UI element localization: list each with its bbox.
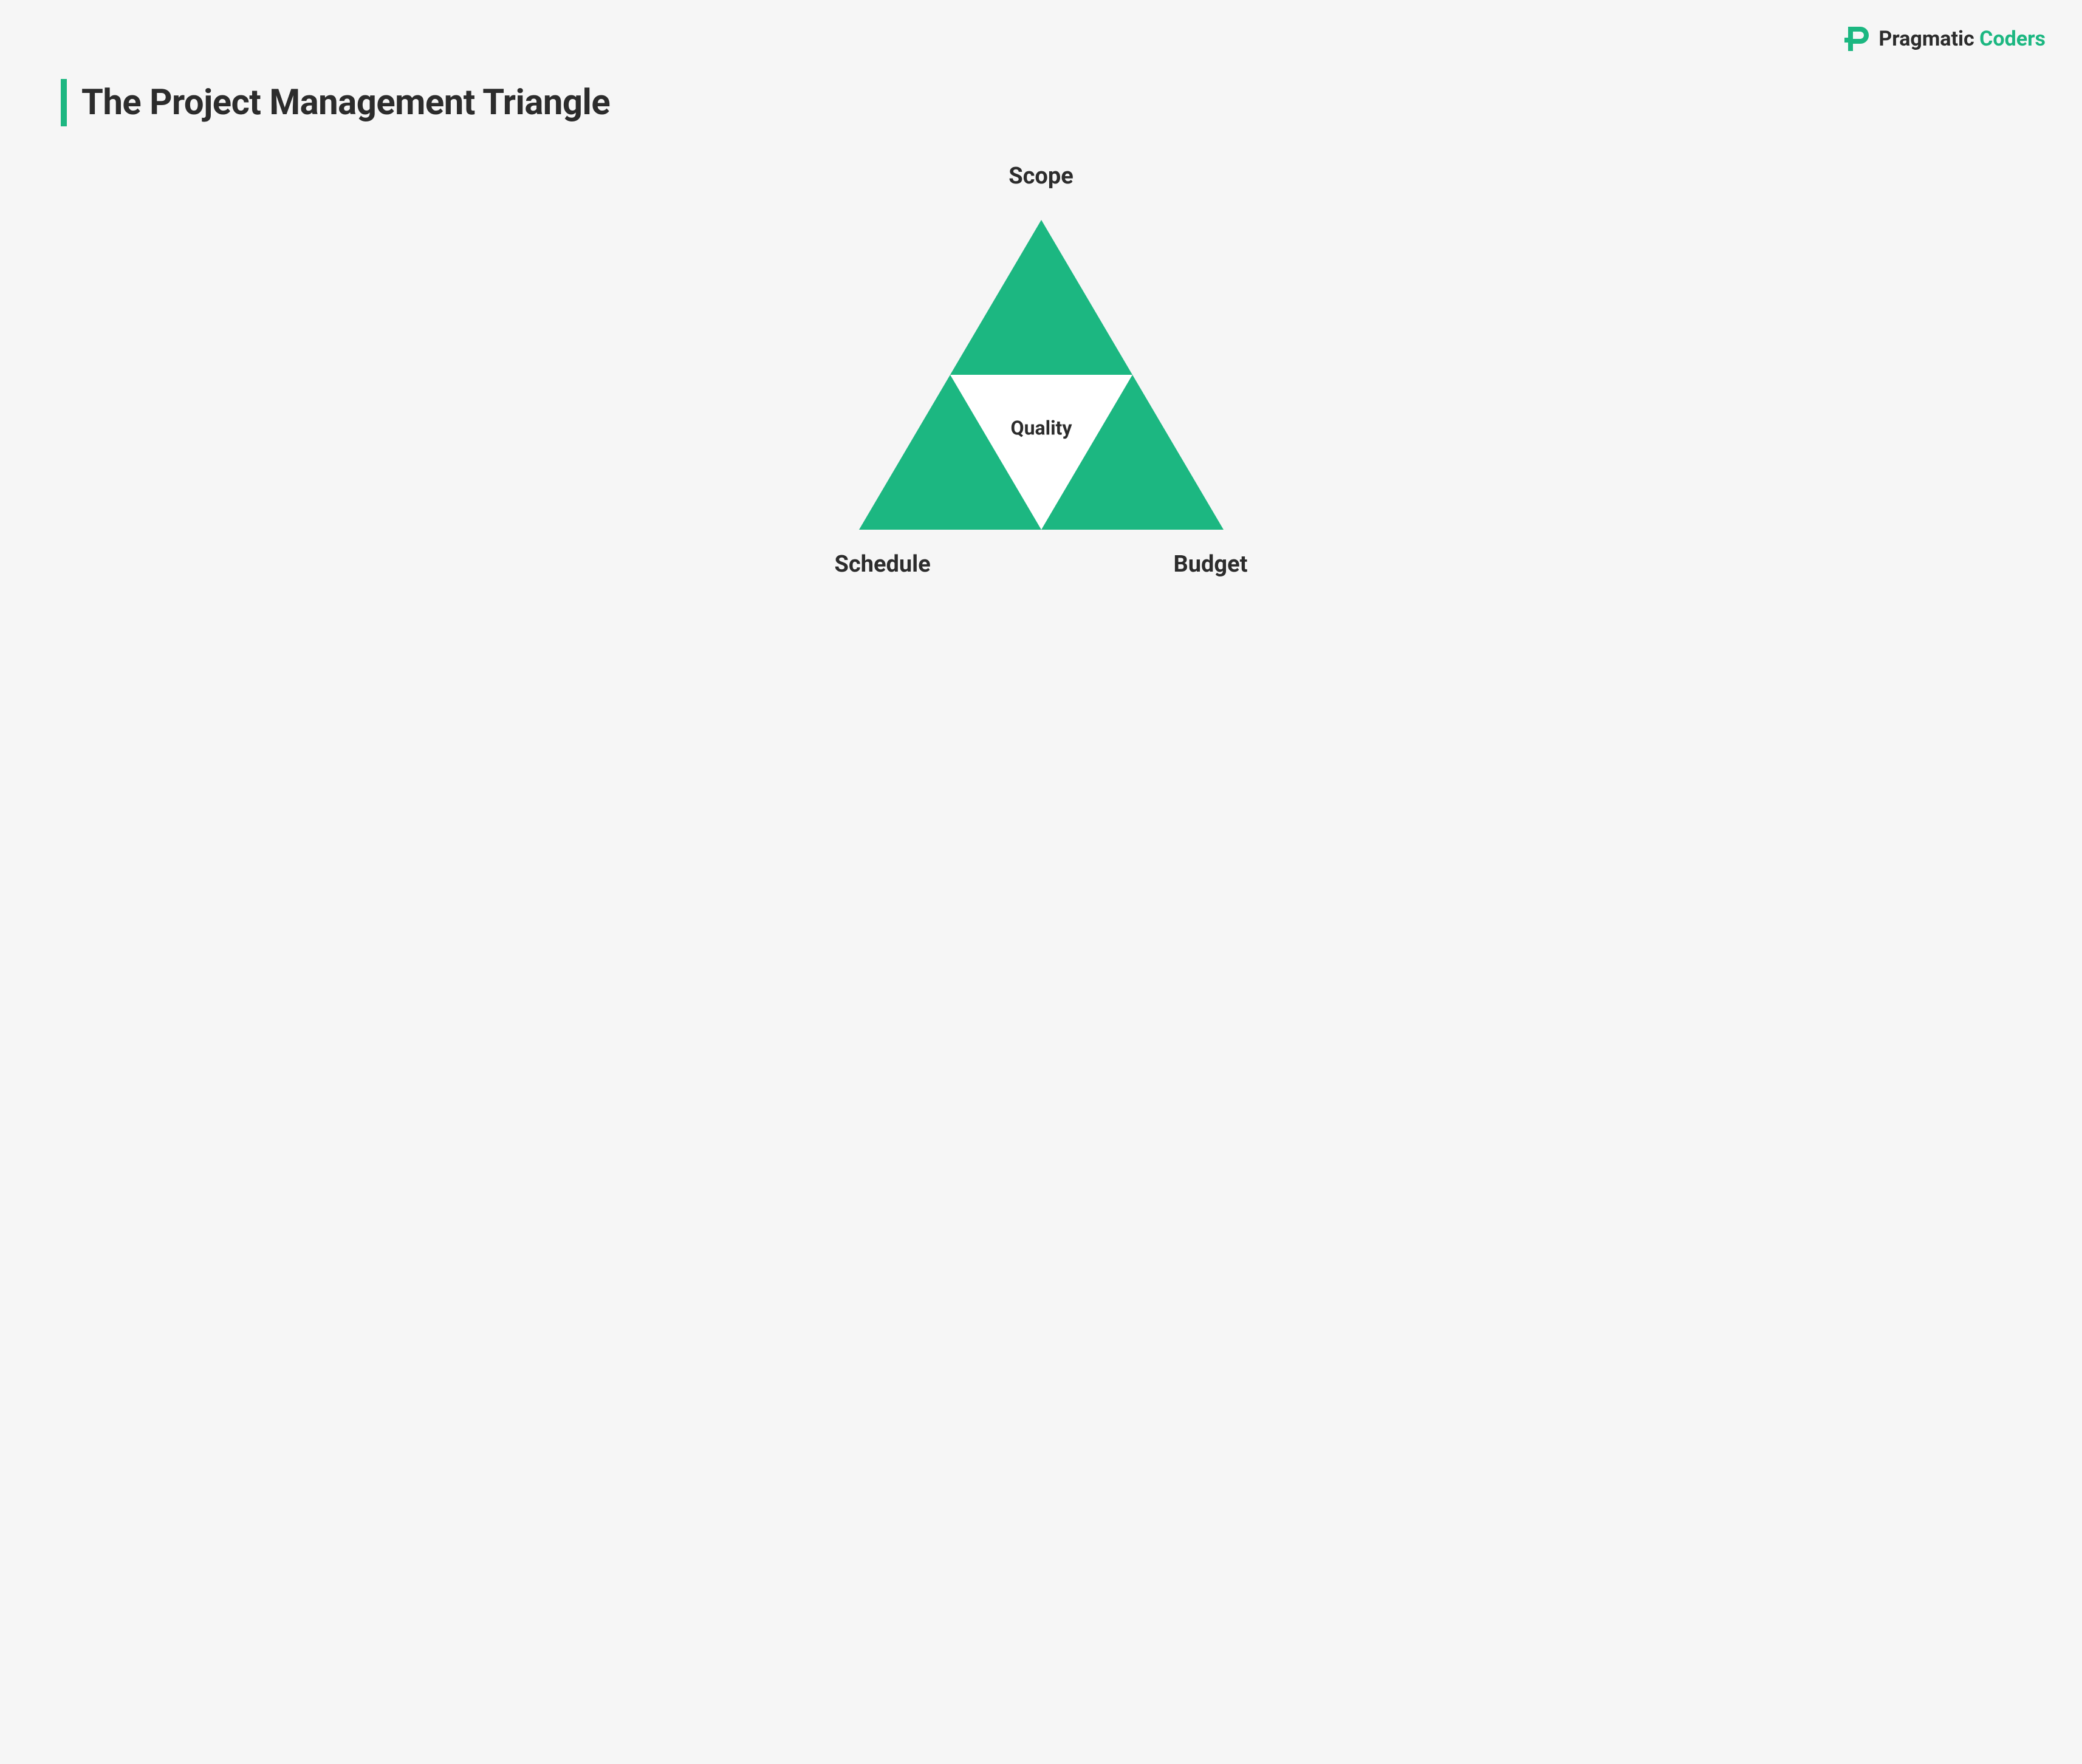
vertex-label-top: Scope <box>1008 163 1074 190</box>
vertex-label-bottom-left: Schedule <box>835 551 931 578</box>
bottom-labels-row: Schedule Budget <box>823 551 1260 578</box>
title-section: The Project Management Triangle <box>61 79 2046 126</box>
center-label: Quality <box>1010 416 1072 439</box>
title-accent-bar <box>61 79 67 126</box>
logo-text: Pragmatic Coders <box>1878 27 2046 51</box>
brand-logo: Pragmatic Coders <box>1842 24 2046 53</box>
page-title: The Project Management Triangle <box>81 82 610 123</box>
vertex-label-bottom-right: Budget <box>1173 551 1247 578</box>
diagram-container: Scope Quality Schedule Budget <box>36 163 2046 578</box>
logo-word-2: Coders <box>1979 27 2046 51</box>
logo-word-1: Pragmatic <box>1878 27 1974 51</box>
logo-p-icon <box>1842 24 1871 53</box>
triangle-diagram: Quality <box>859 220 1224 530</box>
